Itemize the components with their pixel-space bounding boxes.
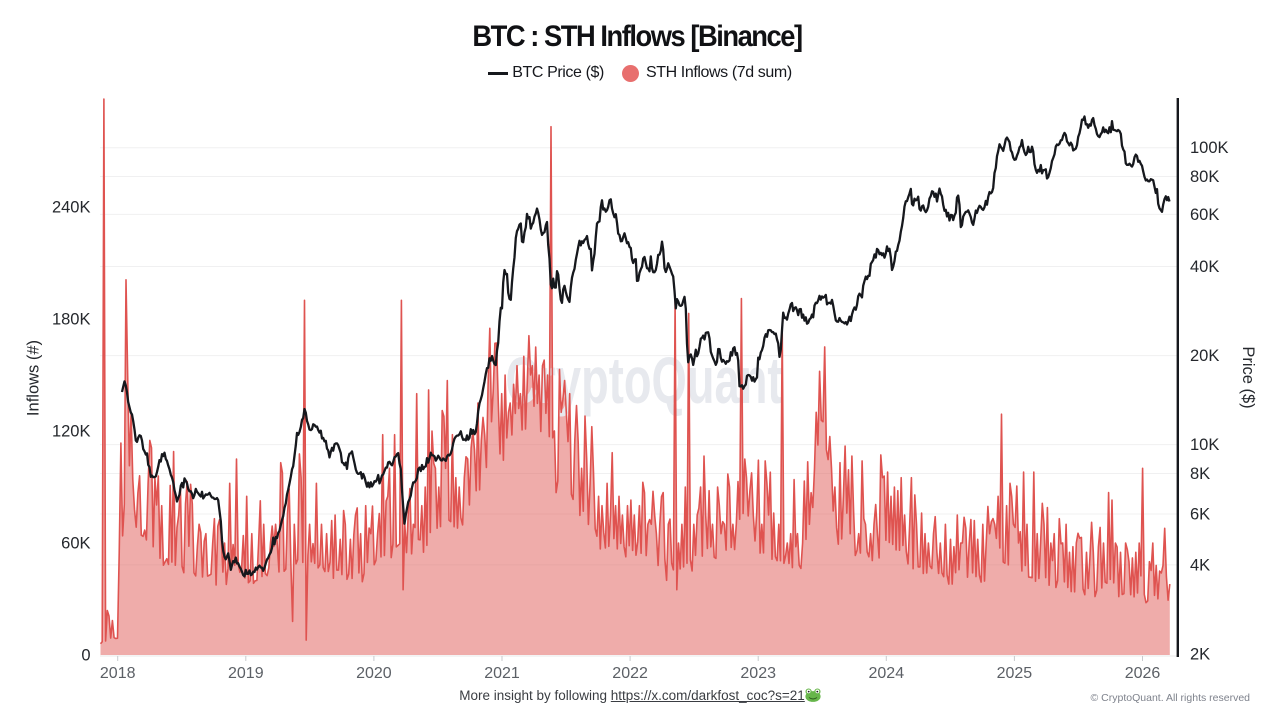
svg-text:2024: 2024 — [869, 665, 905, 682]
svg-text:40K: 40K — [1190, 258, 1219, 276]
svg-text:80K: 80K — [1190, 168, 1219, 186]
svg-text:2021: 2021 — [484, 665, 520, 682]
svg-text:2018: 2018 — [100, 665, 136, 682]
svg-text:120K: 120K — [52, 423, 91, 441]
svg-text:180K: 180K — [52, 311, 91, 329]
svg-text:2025: 2025 — [997, 665, 1033, 682]
svg-text:4K: 4K — [1190, 556, 1210, 574]
svg-text:100K: 100K — [1190, 139, 1229, 157]
svg-text:2020: 2020 — [356, 665, 392, 682]
svg-text:8K: 8K — [1190, 465, 1210, 483]
svg-text:Inflows (#): Inflows (#) — [25, 340, 43, 416]
svg-text:0: 0 — [81, 647, 90, 665]
svg-text:2022: 2022 — [612, 665, 648, 682]
svg-text:6K: 6K — [1190, 506, 1210, 524]
svg-text:2019: 2019 — [228, 665, 264, 682]
svg-text:2026: 2026 — [1125, 665, 1161, 682]
svg-text:10K: 10K — [1190, 436, 1219, 454]
svg-text:2023: 2023 — [740, 665, 776, 682]
svg-text:240K: 240K — [52, 199, 91, 217]
svg-text:Price ($): Price ($) — [1239, 346, 1257, 408]
svg-text:60K: 60K — [1190, 206, 1219, 224]
svg-text:60K: 60K — [61, 535, 90, 553]
svg-text:2K: 2K — [1190, 646, 1210, 664]
svg-text:20K: 20K — [1190, 347, 1219, 365]
